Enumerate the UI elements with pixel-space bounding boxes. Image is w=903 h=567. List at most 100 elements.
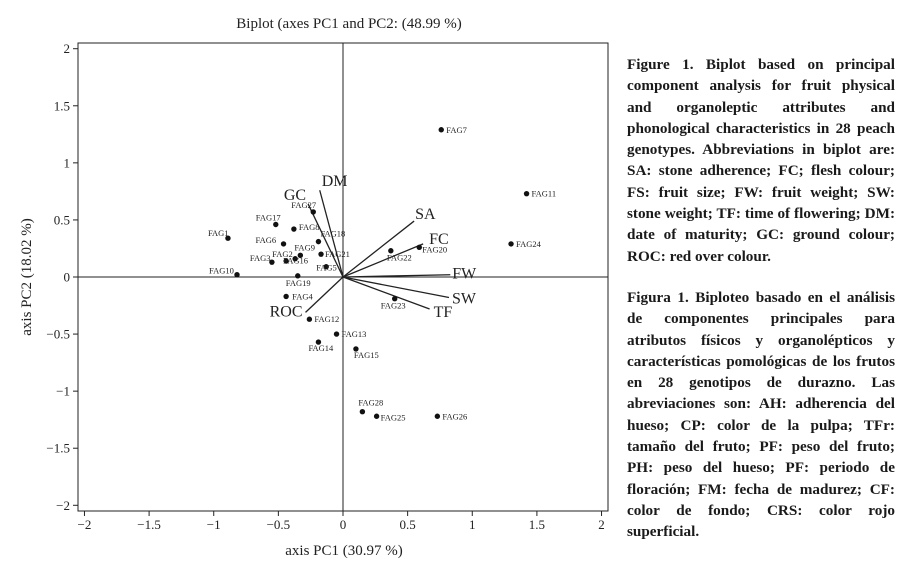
point-label: FAG21 (325, 249, 350, 259)
vector-label: ROC (270, 303, 303, 320)
data-point (306, 316, 313, 322)
x-tick-label: −2 (78, 517, 92, 532)
point-label: FAG2 (272, 249, 293, 259)
data-point (353, 346, 359, 352)
point-label: FAG7 (446, 125, 467, 135)
vector-label: SW (452, 291, 477, 308)
loading-vector (342, 243, 424, 278)
point-label: FAG1 (208, 228, 229, 238)
loading-vector (342, 220, 415, 278)
point-label: FAG28 (358, 398, 383, 408)
x-tick-label: 2 (598, 517, 605, 532)
point-label: FAG8 (299, 222, 320, 232)
y-tick-label: 1 (64, 155, 71, 170)
x-tick-label: 0.5 (400, 517, 416, 532)
figure-captions: Figure 1. Biplot based on principal comp… (627, 54, 895, 543)
x-tick-label: 1.5 (529, 517, 545, 532)
point-label: FAG13 (342, 329, 367, 339)
point-label: FAG22 (387, 253, 412, 263)
data-point (273, 221, 279, 228)
loading-vector (342, 276, 450, 299)
point-label: FAG18 (320, 229, 345, 239)
y-tick-label: 0 (64, 270, 71, 285)
data-point (297, 252, 304, 259)
point-label: FAG26 (442, 411, 467, 421)
loading-vector (307, 203, 344, 278)
y-tick-label: −1.5 (46, 441, 70, 456)
data-point (523, 190, 530, 197)
point-label: FAG19 (286, 278, 311, 288)
y-tick-label: −1 (56, 384, 70, 399)
data-point (438, 127, 444, 133)
point-label: FAG27 (291, 200, 316, 210)
loading-vector (305, 276, 344, 313)
biplot-chart: Biplot (axes PC1 and PC2: (48.99 %) −2 −1… (19, 16, 609, 559)
loading-vector (342, 276, 430, 310)
caption-english: Figure 1. Biplot based on principal comp… (627, 56, 895, 265)
y-tick-label: −0.5 (46, 327, 70, 342)
y-tick-label: 0.5 (54, 212, 70, 227)
x-tick-label: 1 (469, 517, 476, 532)
point-label: FAG11 (532, 189, 557, 199)
data-point (315, 339, 322, 345)
data-point (333, 331, 340, 337)
x-tick-label: −0.5 (267, 517, 291, 532)
point-label: FAG5 (316, 263, 337, 273)
y-tick-label: −2 (56, 498, 70, 513)
data-point (315, 238, 322, 245)
data-point (295, 273, 301, 279)
data-point (225, 235, 231, 241)
y-axis-label: axis PC2 (18.02 %) (19, 218, 35, 336)
data-point (280, 241, 287, 247)
point-label: FAG12 (314, 314, 339, 324)
x-tick-label: −1 (207, 517, 221, 532)
data-point (283, 293, 289, 300)
point-label: FAG15 (354, 350, 379, 360)
point-label: FAG4 (292, 291, 313, 301)
vector-label: DM (322, 173, 348, 190)
y-tick-label: 2 (64, 41, 71, 56)
point-label: FAG14 (308, 343, 334, 353)
point-label: FAG9 (294, 242, 315, 252)
point-label: FAG17 (256, 212, 281, 222)
vector-label: SA (415, 206, 436, 223)
vector-label: FC (429, 231, 449, 248)
point-label: FAG6 (256, 235, 277, 245)
point-label: FAG24 (516, 239, 542, 249)
data-point (291, 226, 297, 232)
chart-title: Biplot (axes PC1 and PC2: (48.99 %) (236, 16, 461, 32)
data-point (416, 244, 422, 251)
data-point (392, 295, 398, 302)
vector-label: TF (434, 304, 453, 321)
data-point (292, 256, 298, 262)
data-point (269, 259, 275, 265)
data-point (359, 408, 366, 415)
data-point (373, 413, 380, 419)
x-axis-ticks: −2 −1.5 −1 −0.5 0 0.5 1 1.5 2 (78, 511, 605, 532)
data-point (434, 413, 441, 419)
x-axis-label: axis PC1 (30.97 %) (285, 543, 403, 559)
vector-label: GC (284, 187, 306, 204)
data-point (310, 209, 316, 215)
data-point (318, 251, 324, 257)
point-label: FAG3 (250, 253, 271, 263)
data-point (234, 272, 240, 278)
data-point (508, 241, 514, 247)
loading-vector (319, 190, 344, 278)
vector-label: FW (452, 266, 477, 283)
point-label: FAG23 (381, 301, 406, 311)
point-label: FAG20 (422, 244, 447, 254)
point-label: FAG25 (381, 412, 406, 422)
y-axis-ticks: −2 −1.5 −1 −0.5 0 0.5 1 1.5 2 (46, 41, 78, 513)
data-point (323, 264, 329, 270)
x-tick-label: 0 (340, 517, 347, 532)
data-point (283, 258, 289, 264)
loading-vector (342, 274, 451, 278)
point-label: FAG16 (283, 256, 308, 266)
caption-spanish: Figura 1. Biploteo basado en el análisis… (627, 288, 895, 541)
y-tick-label: 1.5 (54, 98, 70, 113)
point-label: FAG10 (209, 266, 234, 276)
data-point (388, 248, 394, 254)
